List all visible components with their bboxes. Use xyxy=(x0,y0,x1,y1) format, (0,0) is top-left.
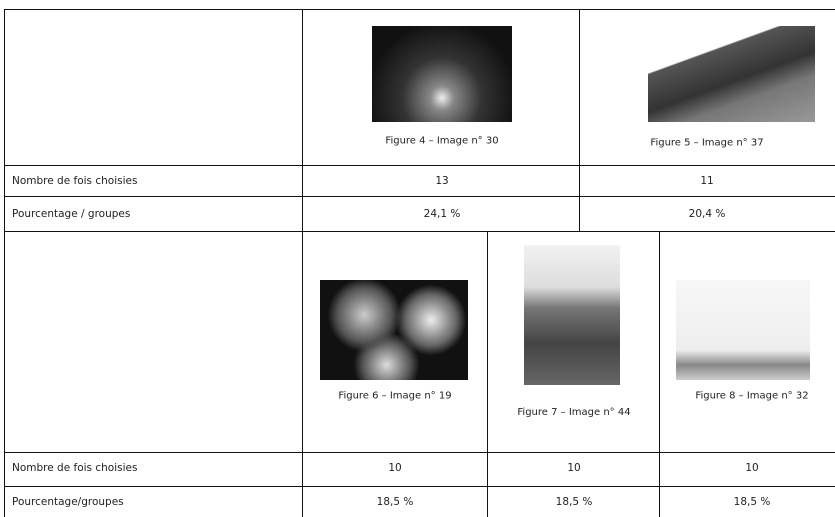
image xyxy=(648,26,815,122)
row-label: Nombre de fois choisies xyxy=(12,462,138,474)
row-label: Nombre de fois choisies xyxy=(12,175,138,187)
row-label: Pourcentage/groupes xyxy=(12,496,124,508)
cell-value: 18,5 % xyxy=(555,496,593,508)
caption: Figure 4 – Image n° 30 xyxy=(385,135,499,147)
cell-value: 11 xyxy=(700,175,714,187)
image xyxy=(676,280,810,380)
image xyxy=(524,245,620,385)
cell-value: 13 xyxy=(435,175,449,187)
image xyxy=(320,280,468,380)
cell-value: 18,5 % xyxy=(376,496,414,508)
cell-value: 18,5 % xyxy=(733,496,771,508)
cell-value: 24,1 % xyxy=(423,208,461,220)
cell-value: 20,4 % xyxy=(688,208,726,220)
caption: Figure 6 – Image n° 19 xyxy=(338,390,452,402)
cell-value: 10 xyxy=(567,462,581,474)
row-label: Pourcentage / groupes xyxy=(12,208,131,220)
cell-value: 10 xyxy=(388,462,402,474)
cell xyxy=(4,231,303,453)
cell xyxy=(659,486,835,517)
cell-value: 10 xyxy=(745,462,759,474)
caption: Figure 7 – Image n° 44 xyxy=(517,407,631,418)
image xyxy=(372,26,512,122)
caption: Figure 5 – Image n° 37 xyxy=(650,137,764,149)
cell xyxy=(4,9,303,166)
caption: Figure 8 – Image n° 32 xyxy=(695,390,809,402)
